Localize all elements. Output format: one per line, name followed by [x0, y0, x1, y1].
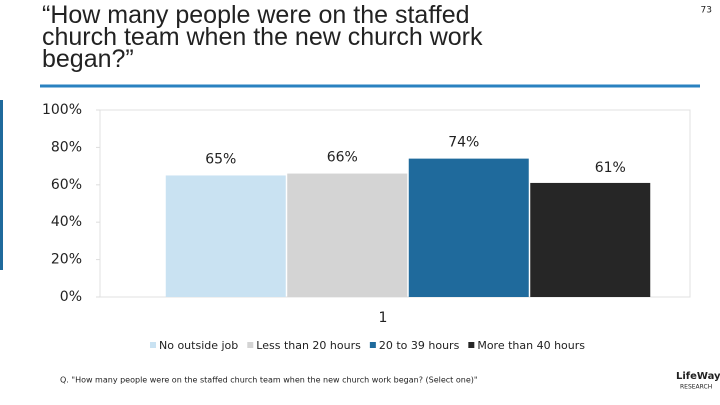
bar [408, 158, 529, 297]
legend-label: No outside job [159, 339, 238, 352]
legend-swatch [369, 342, 376, 348]
y-tick-label: 20% [51, 252, 82, 268]
legend-label: More than 40 hours [477, 339, 585, 352]
y-tick-label: 60% [51, 177, 82, 193]
x-tick-label: 1 [379, 310, 388, 326]
data-label: 61% [595, 160, 626, 176]
side-accent [0, 100, 3, 270]
logo: RESEARCH [680, 384, 712, 391]
y-tick-label: 80% [51, 139, 82, 155]
legend-swatch [150, 342, 156, 348]
legend-swatch [468, 342, 475, 348]
bar [530, 182, 651, 297]
chart-title: “How many people were on the staffed chur… [42, 1, 483, 73]
data-label: 74% [448, 135, 479, 151]
legend-label: 20 to 39 hours [379, 339, 460, 352]
page-number: 73 [701, 6, 712, 16]
bar [165, 175, 286, 297]
y-tick-label: 100% [42, 102, 82, 118]
y-tick-label: 40% [51, 214, 82, 230]
legend-label: Less than 20 hours [256, 339, 361, 352]
bar [287, 173, 408, 297]
data-label: 66% [327, 150, 358, 166]
y-tick-label: 0% [60, 289, 82, 305]
legend-swatch [247, 342, 254, 348]
data-label: 65% [205, 151, 236, 167]
footnote: Q. "How many people were on the staffed … [60, 376, 478, 385]
logo: LifeWay [676, 371, 720, 382]
